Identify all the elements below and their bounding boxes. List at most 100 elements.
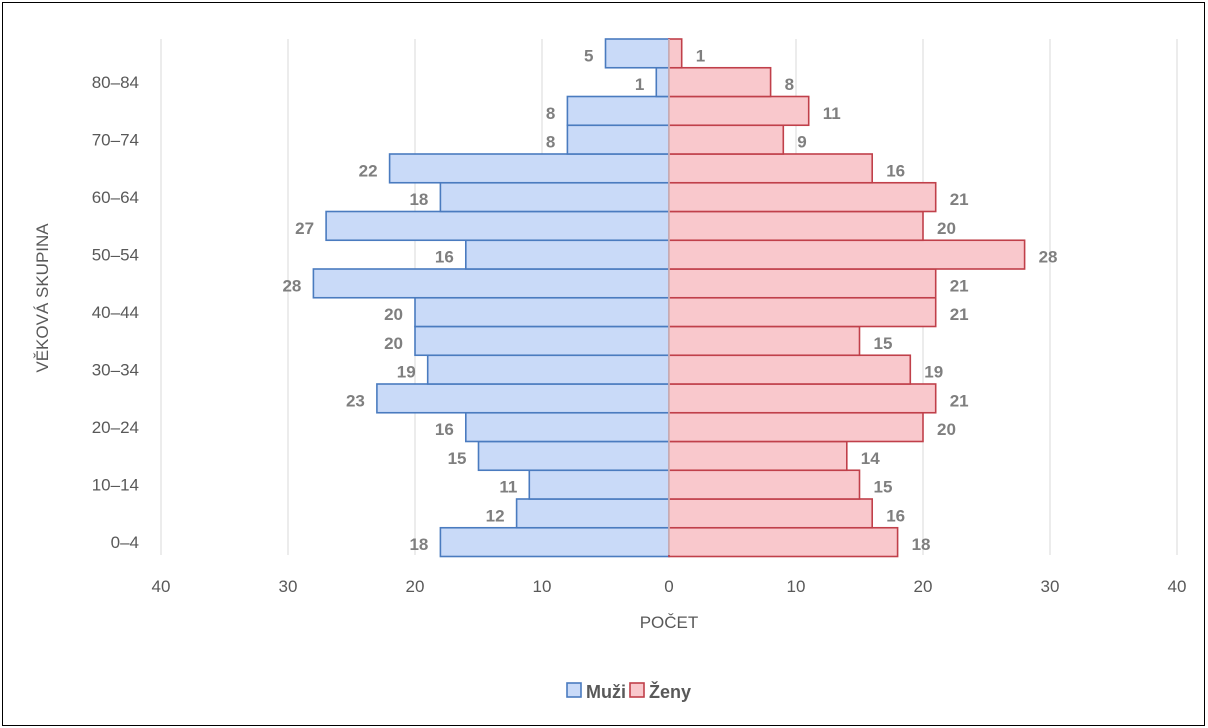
data-label-zeny: 28 [1039, 248, 1058, 267]
bar-muzi [566, 124, 670, 155]
bar-zeny [668, 153, 873, 184]
data-label-muzi: 19 [397, 363, 416, 382]
bar-muzi [464, 411, 670, 443]
y-tick-label: 50–54 [92, 246, 139, 265]
y-tick-label: 30–34 [92, 361, 139, 380]
y-tick-label: 70–74 [92, 131, 139, 150]
y-tick-label: 80–84 [92, 73, 139, 92]
data-label-zeny: 15 [874, 334, 893, 353]
x-tick-label: 20 [914, 577, 933, 596]
data-label-muzi: 23 [346, 391, 365, 410]
bar-muzi [439, 526, 670, 558]
data-label-zeny: 16 [886, 506, 905, 525]
data-label-zeny: 18 [912, 535, 931, 554]
data-label-zeny: 15 [874, 478, 893, 497]
bar-zeny [668, 498, 873, 529]
bar-muzi [464, 239, 670, 270]
legend-swatch [566, 682, 582, 698]
data-label-zeny: 11 [823, 104, 841, 123]
data-label-muzi: 5 [584, 46, 593, 65]
bar-zeny [668, 124, 785, 155]
data-label-muzi: 20 [384, 305, 403, 324]
bar-zeny [668, 210, 924, 242]
data-label-muzi: 12 [486, 506, 505, 525]
data-label-muzi: 20 [384, 334, 403, 353]
y-axis-title: VĚKOVÁ SKUPINA [33, 223, 52, 373]
bar-muzi [376, 383, 670, 414]
bar-zeny [668, 383, 937, 414]
bar-muzi [566, 95, 670, 127]
bar-zeny [668, 325, 861, 357]
data-label-zeny: 16 [886, 161, 905, 180]
x-tick-label: 40 [152, 577, 171, 596]
y-tick-label: 10–14 [92, 476, 139, 495]
x-axis-ticks: 40 30 20 10 0 10 20 30 40 [152, 577, 1187, 596]
bar-zeny [668, 38, 683, 69]
y-tick-label: 20–24 [92, 418, 139, 437]
legend-label: Ženy [649, 681, 691, 702]
data-label-zeny: 21 [950, 276, 969, 295]
bar-muzi [325, 210, 670, 242]
data-label-muzi: 11 [499, 478, 517, 497]
data-label-muzi: 18 [409, 190, 428, 209]
x-tick-label: 40 [1168, 577, 1187, 596]
bar-zeny [668, 411, 924, 443]
data-label-zeny: 1 [696, 46, 705, 65]
bar-zeny [668, 268, 937, 299]
data-label-muzi: 8 [546, 133, 555, 152]
x-tick-label: 30 [1041, 577, 1060, 596]
data-label-muzi: 16 [435, 420, 454, 439]
data-label-muzi: 18 [409, 535, 428, 554]
x-tick-label: 20 [406, 577, 425, 596]
data-label-zeny: 14 [861, 449, 880, 468]
data-label-muzi: 15 [448, 449, 467, 468]
x-tick-label: 10 [533, 577, 552, 596]
data-label-zeny: 21 [950, 305, 969, 324]
data-label-muzi: 16 [435, 248, 454, 267]
bar-muzi [414, 325, 670, 357]
bar-muzi [528, 469, 670, 500]
data-label-zeny: 19 [924, 363, 943, 382]
data-label-muzi: 28 [282, 276, 301, 295]
x-tick-label: 30 [279, 577, 298, 596]
y-tick-label: 0–4 [111, 533, 139, 552]
bar-zeny [668, 354, 912, 385]
legend-swatch [629, 682, 645, 698]
x-tick-label: 10 [787, 577, 806, 596]
data-label-muzi: 27 [295, 219, 314, 238]
bar-muzi [655, 66, 670, 98]
bar-zeny [668, 95, 810, 127]
bar-zeny [668, 296, 937, 328]
data-label-zeny: 20 [937, 420, 956, 439]
y-tick-label: 40–44 [92, 303, 139, 322]
bar-muzi [426, 354, 670, 385]
bar-zeny [668, 526, 899, 558]
data-label-muzi: 1 [635, 75, 644, 94]
bar-zeny [668, 440, 848, 472]
bar-muzi [439, 181, 670, 213]
data-label-zeny: 20 [937, 219, 956, 238]
bar-zeny [668, 469, 861, 500]
bar-muzi [312, 268, 670, 299]
bar-zeny [668, 66, 772, 98]
x-axis-title: POČET [640, 613, 699, 632]
data-label-zeny: 9 [797, 133, 806, 152]
data-label-zeny: 8 [785, 75, 794, 94]
data-label-zeny: 21 [950, 190, 969, 209]
bar-muzi [515, 498, 670, 529]
bar-muzi [604, 38, 670, 69]
y-tick-label: 60–64 [92, 188, 139, 207]
x-tick-label: 0 [664, 577, 673, 596]
bar-muzi [414, 296, 670, 328]
bar-zeny [668, 181, 937, 213]
legend-label: Muži [586, 682, 626, 702]
data-label-muzi: 22 [359, 161, 378, 180]
data-label-muzi: 8 [546, 104, 555, 123]
bars [312, 38, 1026, 558]
y-axis-ticks: 0–4 10–14 20–24 30–34 40–44 50–54 60–64 70–74 80… [92, 73, 139, 552]
legend: Muži Ženy [566, 681, 691, 702]
data-label-zeny: 21 [950, 391, 969, 410]
bar-muzi [388, 153, 670, 184]
